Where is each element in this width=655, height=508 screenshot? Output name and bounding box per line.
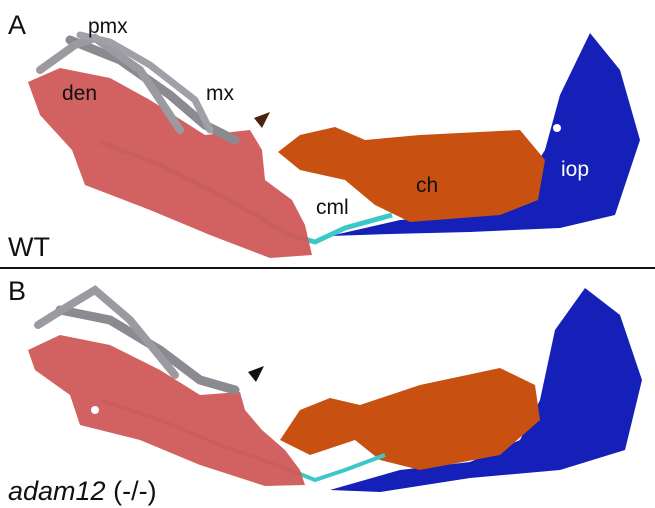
genotype-suffix: (-/-)	[113, 476, 156, 506]
arrowhead	[254, 112, 270, 128]
panel-b: B adam12 (-/-)	[8, 276, 642, 506]
figure: A pmx mx den cml ch iop WT B adam12 (-/-…	[0, 0, 655, 508]
arrowhead	[248, 366, 264, 382]
gene-name: adam12	[8, 476, 106, 506]
panel-a: A pmx mx den cml ch iop WT	[8, 10, 640, 262]
panel-label: A	[8, 10, 26, 40]
annotation: ch	[416, 174, 438, 197]
genotype: WT	[8, 232, 50, 262]
foramen	[91, 406, 99, 414]
annotation: pmx	[88, 15, 128, 38]
annotation: cml	[316, 196, 349, 219]
foramen	[553, 124, 561, 132]
annotation: den	[62, 82, 97, 105]
annotation: iop	[561, 158, 589, 181]
annotation: mx	[206, 82, 234, 105]
panel-label: B	[8, 276, 26, 306]
genotype: adam12 (-/-)	[8, 476, 157, 506]
